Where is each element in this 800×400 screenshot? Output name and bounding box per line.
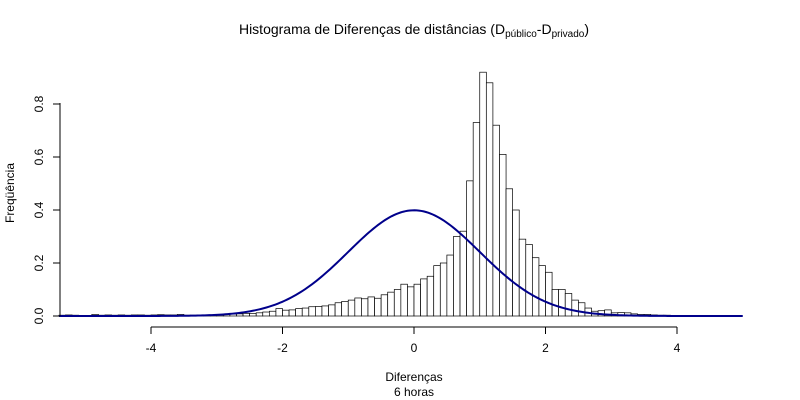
y-axis-label: Freqüência [3, 163, 17, 223]
y-tick-label: 0.2 [32, 254, 46, 271]
x-tick-label: 0 [411, 341, 418, 355]
histogram-bar [354, 297, 362, 317]
x-tick-label: -2 [277, 341, 288, 355]
histogram-bar [413, 283, 421, 317]
histogram-bars [58, 71, 691, 317]
histogram-bar [315, 306, 323, 317]
y-axis: 0.0 0.2 0.4 0.6 0.8 [32, 95, 61, 324]
histogram-bar [558, 289, 566, 317]
histogram-bar [578, 302, 586, 317]
histogram-bar [551, 289, 560, 317]
histogram-bar [525, 244, 533, 317]
x-tick-label: 4 [674, 341, 681, 355]
histogram-bar [347, 299, 356, 317]
chart-title-mid: -D [537, 21, 552, 37]
histogram-bar [420, 278, 428, 317]
chart-title-end: ) [584, 21, 589, 37]
histogram-bar [439, 262, 448, 317]
histogram-bar [407, 286, 415, 317]
histogram-bar [426, 275, 435, 317]
histogram-bar [308, 306, 316, 317]
histogram-bar [269, 310, 277, 317]
histogram-bar [328, 304, 336, 317]
x-tick-label: -4 [146, 341, 157, 355]
histogram-bar [564, 293, 573, 317]
histogram-bar [499, 154, 507, 317]
histogram-bar [334, 302, 343, 317]
chart-title-sub2: privado [552, 29, 585, 40]
histogram-bar [459, 230, 467, 317]
y-tick-label: 0.0 [32, 307, 46, 324]
y-tick-label: 0.8 [32, 95, 46, 112]
histogram-bar [321, 305, 329, 317]
histogram-bar [433, 265, 441, 317]
histogram-bar [367, 296, 375, 317]
histogram-bar [571, 299, 579, 317]
histogram-bar [531, 257, 540, 317]
histogram-bar [275, 308, 283, 317]
histogram-bar [236, 313, 244, 317]
histogram-bar [255, 312, 264, 317]
histogram-bar [453, 236, 461, 317]
histogram-bar [492, 124, 500, 317]
histogram-bar [485, 82, 494, 317]
x-tick-label: 2 [542, 341, 549, 355]
x-axis-label: Diferenças [385, 370, 442, 384]
histogram-bar [472, 122, 481, 317]
y-tick-label: 0.6 [32, 148, 46, 165]
histogram-bar [288, 309, 297, 317]
histogram-bar [282, 309, 290, 317]
y-tick-label: 0.4 [32, 201, 46, 218]
histogram-bar [393, 289, 402, 317]
histogram-bar [505, 188, 513, 317]
histogram-bar [538, 265, 546, 317]
chart-title: Histograma de Diferenças de distâncias (… [239, 21, 589, 40]
histogram-bar [374, 297, 382, 317]
x-axis-sublabel: 6 horas [394, 385, 434, 399]
histogram-bar [466, 180, 474, 317]
histogram-bar [242, 313, 250, 317]
histogram-bar [341, 301, 349, 317]
histogram-bar [301, 307, 310, 317]
x-axis: -4 -2 0 2 4 [146, 326, 681, 355]
histogram-bar [446, 254, 454, 317]
histogram-bar [295, 308, 303, 317]
histogram-bar [380, 294, 389, 317]
histogram-bar [512, 209, 520, 317]
chart-title-sub1: público [505, 29, 537, 40]
histogram-bar [387, 291, 395, 317]
histogram-bar [518, 238, 527, 317]
chart-title-main: Histograma de Diferenças de distâncias (… [239, 21, 505, 37]
histogram-bar [262, 311, 270, 317]
histogram-bar [479, 71, 487, 317]
histogram-bar [361, 298, 369, 317]
density-curve [58, 209, 743, 317]
histogram-bar [545, 271, 553, 317]
histogram-bar [249, 313, 257, 317]
histogram-bar [400, 283, 408, 317]
